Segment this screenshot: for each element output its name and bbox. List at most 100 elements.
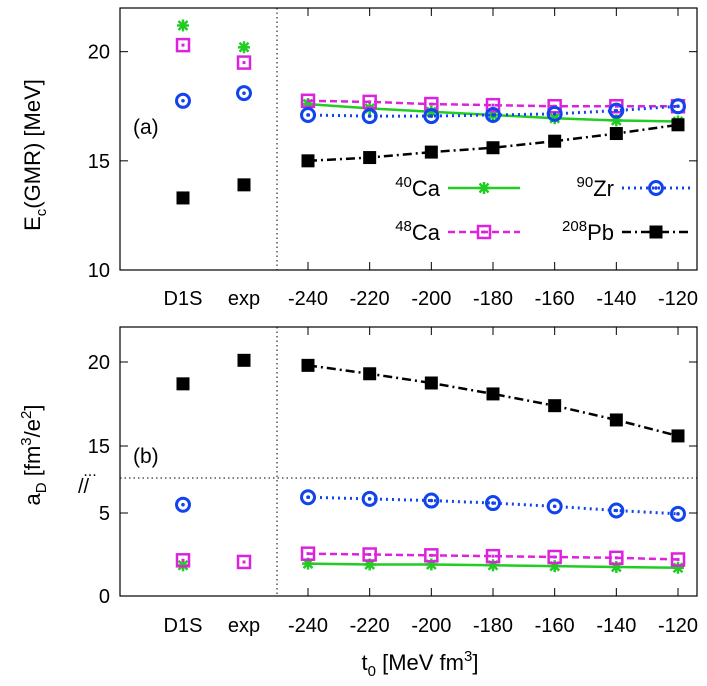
point-ca48-d1s-dot (181, 43, 185, 47)
panel-a-chart: 10 15 20 D1S exp -240 -220 -200 -180 -160 -140 -120… (20, 7, 698, 310)
point-pb208--160 (548, 134, 562, 148)
point-ca48--180 (485, 548, 501, 564)
y-tick-label: 15 (88, 151, 110, 173)
point-pb208--120 (671, 429, 685, 443)
point-zr90--120 (670, 505, 686, 522)
point-ca48-d1s-dot (181, 558, 185, 562)
axis-break-ellipsis: ... (83, 463, 96, 480)
point-pb208--220 (363, 367, 377, 381)
legend-label-zr90: 90Zr (577, 174, 614, 201)
point-zr90-d1s-dot (181, 98, 185, 103)
point-ca48--200 (424, 548, 439, 563)
point-pb208--180 (486, 387, 500, 401)
x-tick-label: -220 (350, 288, 390, 310)
x-tick-label: -220 (350, 615, 390, 637)
point-pb208-d1s (176, 191, 190, 205)
y-tick-label: 15 (88, 436, 110, 458)
point-ca48-d1s (175, 553, 191, 568)
x-tick-label: -240 (288, 288, 328, 310)
legend-marker-zr90 (648, 180, 664, 196)
point-zr90--200-dot (429, 114, 434, 118)
x-tick-label: -180 (473, 615, 513, 637)
x-tick-label: -120 (658, 615, 698, 637)
point-ca48-exp (236, 554, 252, 570)
point-ca48--200-dot (429, 553, 433, 557)
point-zr90--160 (546, 498, 563, 515)
point-ca48--140-dot (614, 556, 618, 560)
point-ca48--160-dot (553, 555, 557, 559)
point-zr90--180 (485, 495, 501, 512)
x-tick-label: -240 (288, 615, 328, 637)
point-zr90--240 (300, 489, 316, 506)
x-tick-label: -180 (473, 288, 513, 310)
point-pb208--240 (301, 154, 315, 168)
point-zr90--140-dot (614, 108, 619, 113)
point-ca48--220-dot (368, 100, 372, 104)
point-ca48--180-dot (491, 103, 495, 107)
legend-marker-ca48 (476, 224, 492, 240)
y-tick-label: 5 (99, 503, 110, 525)
x-tick-label: -140 (596, 615, 636, 637)
x-tick-label: D1S (164, 288, 203, 310)
point-zr90--220 (361, 108, 378, 125)
y-tick-label: 0 (99, 586, 110, 608)
x-tick-label: -200 (411, 288, 451, 310)
axis-break-mark: // (78, 476, 90, 498)
plot-frame (119, 326, 698, 597)
point-ca40-d1s-d2 (177, 20, 189, 31)
point-ca48--120-dot (676, 557, 680, 561)
point-pb208--240 (301, 358, 315, 372)
point-ca48--220 (362, 94, 377, 110)
point-ca48--220-dot (368, 553, 372, 556)
point-zr90--180-dot (491, 501, 495, 505)
x-tick-label: -140 (596, 288, 636, 310)
point-ca48--180 (485, 97, 501, 113)
point-zr90--120-dot (676, 512, 680, 516)
point-zr90--240-dot (306, 113, 310, 117)
series-zr90 (175, 85, 686, 125)
point-zr90--220-dot (367, 497, 372, 501)
point-pb208--160 (548, 399, 562, 413)
point-zr90--220-dot (367, 114, 372, 118)
x-tick-label: -120 (658, 288, 698, 310)
legend-marker-ca40-d2 (478, 182, 490, 194)
legend-label-ca40: 40Ca (395, 174, 441, 201)
legend-marker-ca48-dot (482, 230, 486, 234)
point-ca48--160 (547, 549, 562, 565)
point-zr90--200 (423, 492, 440, 509)
point-zr90-d1s-dot (181, 502, 185, 507)
point-zr90--140-dot (614, 508, 619, 513)
series-pb208 (176, 353, 685, 443)
point-ca48-exp (236, 55, 252, 70)
point-ca48--140 (609, 550, 624, 566)
point-pb208-exp (237, 353, 251, 367)
legend-label-ca48: 48Ca (395, 218, 441, 245)
point-pb208--200 (424, 145, 438, 159)
point-zr90-d1s (175, 496, 191, 513)
x-tick-label: -200 (411, 615, 451, 637)
point-zr90-exp-dot (242, 91, 246, 95)
y-tick-label: 20 (88, 42, 110, 64)
point-ca48--140-dot (614, 104, 618, 108)
point-pb208--220 (363, 151, 377, 165)
point-zr90--140 (608, 502, 625, 519)
y-tick-label: 20 (88, 352, 110, 374)
point-pb208--140 (609, 127, 623, 141)
panel-label: (b) (133, 445, 159, 468)
point-pb208--120 (671, 118, 685, 132)
x-axis-label: t0 [MeV fm3] (362, 648, 479, 680)
legend-label-pb208: 208Pb (562, 218, 614, 245)
point-ca48--200-dot (429, 102, 433, 106)
x-tick-label: exp (228, 288, 260, 310)
point-zr90--240-dot (306, 495, 310, 500)
point-zr90--180-dot (491, 113, 495, 117)
legend-marker-pb208 (649, 225, 663, 239)
point-pb208--180 (486, 141, 500, 155)
x-tick-label: exp (228, 615, 260, 637)
series-ca48 (175, 37, 686, 114)
panel-b-chart: 0 5 15 20 D1S exp -240 -220 -200 -180 -160 -140 -120… (18, 326, 698, 637)
point-ca48--220 (362, 547, 377, 562)
point-zr90--200-dot (429, 498, 434, 503)
point-zr90--220 (361, 490, 378, 507)
